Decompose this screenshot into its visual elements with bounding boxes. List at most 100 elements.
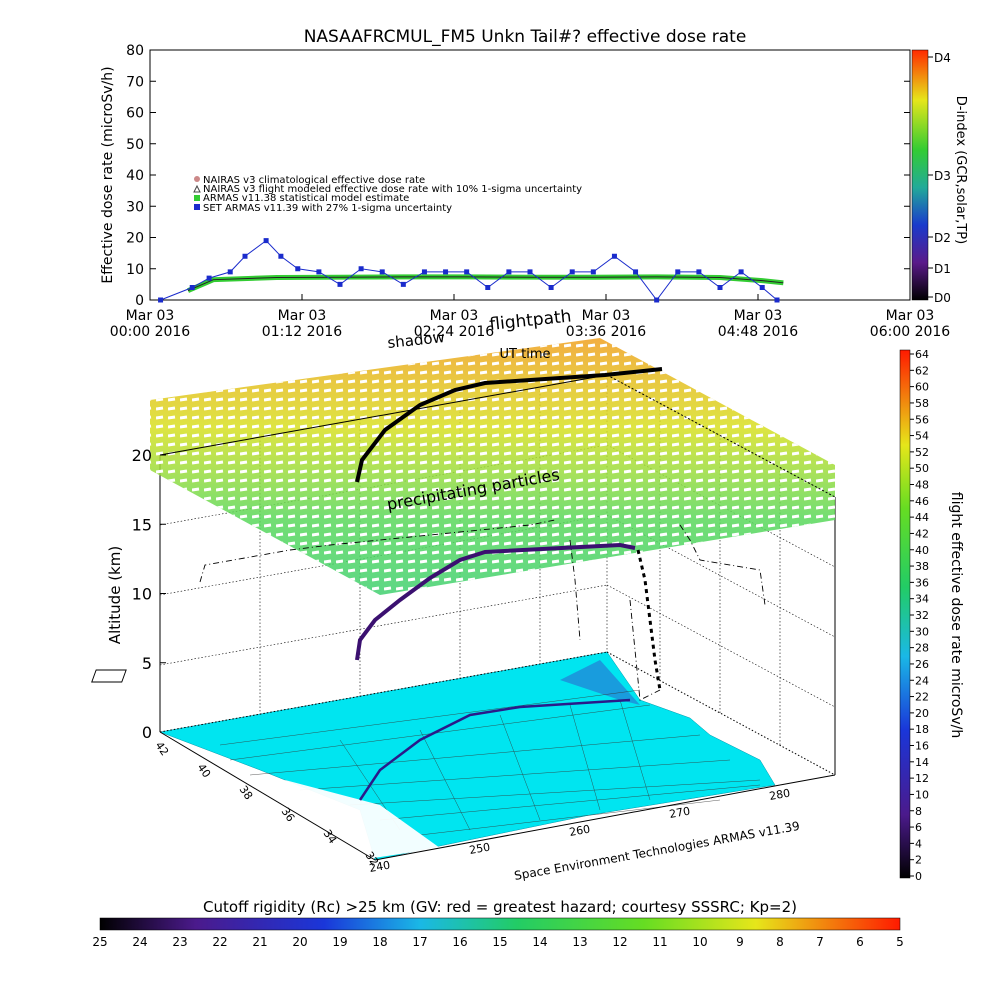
dose-rate-tick-label: 54 (915, 430, 929, 443)
cutoff-rigidity-tick-label: 8 (776, 935, 784, 949)
cutoff-rigidity-tick-label: 7 (816, 935, 824, 949)
altitude-axis-label: Altitude (km) (106, 546, 124, 644)
cutoff-rigidity-tick-label: 10 (692, 935, 707, 949)
altitude-tick-label: 0 (142, 723, 152, 742)
y-tick-label: 0 (135, 293, 144, 309)
dose-rate-tick-label: 4 (915, 837, 922, 850)
ground-track (358, 698, 631, 801)
cutoff-rigidity-tick-label: 22 (212, 935, 227, 949)
longitude-axis: 240 250 260 270 280 (368, 787, 791, 875)
set-armas-point (263, 238, 269, 244)
dose-rate-colorbar-ticks: 0246810121416182022242628303234363840424… (910, 348, 929, 883)
cutoff-rigidity-tick-label: 12 (612, 935, 627, 949)
x-tick-label-time: 04:48 2016 (718, 324, 799, 340)
precipitating-particles-sheet (150, 338, 835, 595)
longitude-tick-label: 250 (468, 841, 491, 857)
legend-marker-set-armas (194, 204, 200, 210)
cutoff-rigidity-tick-label: 25 (92, 935, 107, 949)
d-index-tick-label: D2 (934, 231, 951, 245)
set-armas-point (485, 285, 491, 290)
dose-rate-tick-label: 30 (915, 625, 929, 638)
shadow-projections (199, 519, 766, 701)
x-tick-label-time: 00:00 2016 (110, 324, 191, 340)
d-index-colorbar (911, 49, 929, 301)
dose-rate-tick-label: 52 (915, 446, 929, 459)
dose-rate-tick-label: 50 (915, 462, 929, 475)
y-tick-label: 70 (126, 74, 144, 90)
cutoff-rigidity-tick-label: 21 (252, 935, 267, 949)
cutoff-rigidity-tick-label: 24 (132, 935, 147, 949)
dose-rate-tick-label: 44 (915, 511, 929, 524)
top-series-layer (158, 238, 784, 303)
set-armas-point (675, 269, 681, 275)
set-armas-point (759, 285, 765, 290)
dose-rate-tick-label: 28 (915, 642, 929, 655)
longitude-tick-label: 240 (368, 859, 391, 875)
dose-rate-tick-label: 46 (915, 495, 929, 508)
x-tick-label-date: Mar 03 (278, 308, 327, 324)
dose-rate-tick-label: 12 (915, 772, 929, 785)
top-legend: NAIRAS v3 climatological effective dose … (193, 175, 582, 214)
dose-rate-tick-label: 32 (915, 609, 929, 622)
cutoff-rigidity-label: Cutoff rigidity (Rc) >25 km (GV: red = g… (203, 898, 797, 916)
x-tick-label-time: 03:36 2016 (566, 324, 647, 340)
set-armas-point (738, 269, 744, 275)
cutoff-rigidity-tick-label: 18 (372, 935, 387, 949)
x-tick-label-time: 06:00 2016 (870, 324, 951, 340)
flightpath-3d (355, 542, 636, 661)
y-tick-label: 20 (126, 231, 144, 247)
legend-marker-nairas-flight (193, 184, 201, 193)
ut-time-label: UT time (500, 347, 551, 362)
altitude-tick-label: 10 (132, 585, 152, 604)
set-armas-point (316, 269, 322, 275)
longitude-tick-label: 260 (568, 823, 591, 839)
set-armas-point (527, 269, 533, 275)
cutoff-rigidity-tick-label: 6 (856, 935, 864, 949)
dose-rate-tick-label: 0 (915, 870, 922, 883)
latitude-tick-label: 40 (195, 761, 214, 780)
cutoff-rigidity-tick-label: 14 (532, 935, 547, 949)
set-armas-point (379, 269, 385, 275)
dose-rate-tick-label: 6 (915, 821, 922, 834)
set-armas-point (421, 269, 427, 275)
dose-rate-tick-label: 34 (915, 593, 929, 606)
d-index-tick-label: D0 (934, 291, 951, 305)
set-armas-point (189, 285, 195, 290)
legend-label-nairas-flight: NAIRAS v3 flight modeled effective dose … (203, 184, 582, 195)
set-armas-point (506, 269, 512, 275)
dose-rate-tick-label: 56 (915, 413, 929, 426)
latitude-tick-label: 38 (237, 783, 256, 802)
shadow-flightpath-top (355, 367, 663, 483)
cutoff-rigidity-tick-label: 19 (332, 935, 347, 949)
set-armas-point (337, 281, 343, 287)
set-armas-point (464, 269, 470, 275)
cutoff-rigidity-tick-label: 16 (452, 935, 467, 949)
longitude-tick-label: 270 (668, 805, 691, 821)
set-armas-point (654, 297, 660, 303)
set-armas-point (358, 266, 364, 272)
flightpath-descent (636, 549, 662, 691)
y-tick-label: 60 (126, 106, 144, 122)
set-armas-point (295, 266, 301, 272)
set-armas-point (242, 253, 248, 259)
dose-rate-tick-label: 60 (915, 381, 929, 394)
y-tick-label: 50 (126, 137, 144, 153)
flightpath-annotation: flightpath (488, 306, 572, 334)
caption: Space Environment Technologies ARMAS v11… (513, 819, 801, 883)
legend-label-nairas-clim: NAIRAS v3 climatological effective dose … (203, 175, 425, 186)
legend-marker-armas-stat (194, 195, 200, 201)
x-tick-label-date: Mar 03 (430, 308, 479, 324)
shadow-annotation: shadow (387, 328, 446, 352)
set-armas-point (633, 269, 639, 275)
d-index-tick-label: D1 (934, 262, 951, 276)
top-y-axis: 0 10 20 30 40 50 60 70 80 (126, 43, 910, 309)
cutoff-rigidity-ticks: 25 24 23 22 21 20 19 18 17 16 15 14 13 12 11 10 9 8 7 6 5 (92, 935, 903, 949)
set-armas-point (400, 281, 406, 287)
start-box (91, 669, 127, 683)
top-chart-title: NASAAFRCMUL_FM5 Unkn Tail#? effective do… (304, 27, 747, 47)
y-tick-label: 10 (126, 262, 144, 278)
map-floor (159, 651, 776, 861)
d-index-tick-label: D4 (934, 51, 951, 65)
